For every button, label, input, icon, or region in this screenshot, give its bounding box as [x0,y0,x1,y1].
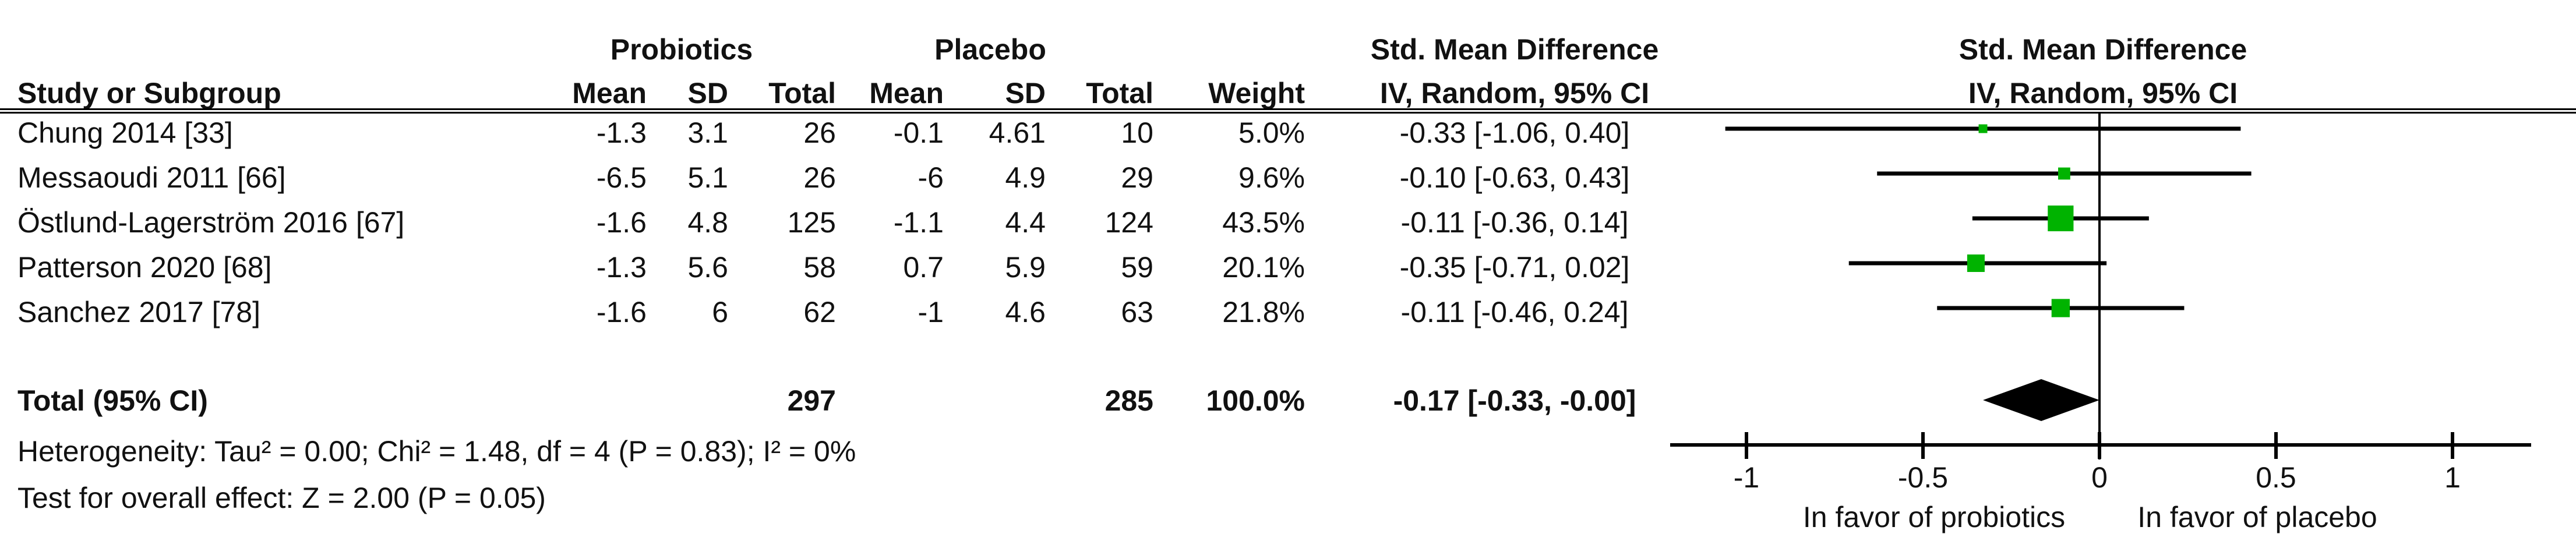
header-divider [0,108,2576,114]
col-header-sd-probiotics: SD [687,77,728,109]
mean-placebo: -1 [918,296,944,328]
heterogeneity-stats: Heterogeneity: Tau² = 0.00; Chi² = 1.48,… [17,435,856,468]
total-probiotics: 26 [803,161,836,194]
x-tick-label: -1 [1733,461,1760,494]
weight-value: 20.1% [1222,251,1305,284]
sd-placebo: 5.9 [1005,251,1046,284]
weight-value: 9.6% [1238,161,1305,194]
ci-text: -0.33 [-1.06, 0.40] [1399,116,1630,149]
x-tick-label: 1 [2444,461,2461,494]
sd-probiotics: 3.1 [687,116,728,149]
total-row-label: Total (95% CI) [17,384,208,417]
favors-placebo-label: In favor of placebo [2137,501,2377,533]
sd-probiotics: 5.1 [687,161,728,194]
group-header-probiotics: Probiotics [610,33,753,66]
study-label: Chung 2014 [33] [17,116,233,149]
total-probiotics: 62 [803,296,836,328]
mean-probiotics: -6.5 [596,161,647,194]
sd-placebo: 4.6 [1005,296,1046,328]
col-header-total-placebo: Total [1086,77,1153,109]
weight-value: 5.0% [1238,116,1305,149]
x-tick-label: 0 [2091,461,2108,494]
total-placebo: 10 [1121,116,1153,149]
total-probiotics: 58 [803,251,836,284]
sd-probiotics: 5.6 [687,251,728,284]
col-header-weight: Weight [1208,77,1305,109]
col-header-sd-placebo: SD [1005,77,1046,109]
ci-text: -0.10 [-0.63, 0.43] [1399,161,1630,194]
total-placebo: 124 [1104,206,1153,239]
total-placebo: 59 [1121,251,1153,284]
mean-placebo: 0.7 [903,251,944,284]
group-header-placebo: Placebo [934,33,1046,66]
col-header-study: Study or Subgroup [17,77,281,109]
sd-placebo: 4.4 [1005,206,1046,239]
study-label: Patterson 2020 [68] [17,251,272,284]
total-placebo: 29 [1121,161,1153,194]
sd-probiotics: 4.8 [687,206,728,239]
total-weight: 100.0% [1206,384,1305,417]
weight-value: 21.8% [1222,296,1305,328]
ci-text: -0.11 [-0.46, 0.24] [1400,296,1629,328]
x-tick-label: 0.5 [2256,461,2296,494]
col-header-ci-table: IV, Random, 95% CI [1379,77,1650,109]
ci-text: -0.11 [-0.36, 0.14] [1400,206,1629,239]
sd-placebo: 4.61 [989,116,1046,149]
mean-probiotics: -1.3 [596,251,647,284]
col-header-mean-probiotics: Mean [572,77,647,109]
total-placebo: 63 [1121,296,1153,328]
total-probiotics: 125 [787,206,836,239]
mean-probiotics: -1.6 [596,296,647,328]
col-header-ci-plot: IV, Random, 95% CI [1968,77,2238,109]
sd-placebo: 4.9 [1005,161,1046,194]
ci-text: -0.35 [-0.71, 0.02] [1399,251,1630,284]
effect-header-table: Std. Mean Difference [1370,33,1659,66]
total-probiotics-sum: 297 [787,384,836,417]
study-label: Messaoudi 2011 [66] [17,161,286,194]
sd-probiotics: 6 [712,296,728,328]
mean-probiotics: -1.3 [596,116,647,149]
mean-placebo: -1.1 [893,206,944,239]
weight-value: 43.5% [1222,206,1305,239]
study-label: Sanchez 2017 [78] [17,296,260,328]
total-ci-text: -0.17 [-0.33, -0.00] [1393,384,1636,417]
effect-header-plot: Std. Mean Difference [1959,33,2247,66]
mean-placebo: -0.1 [893,116,944,149]
col-header-total-probiotics: Total [768,77,836,109]
overall-effect-stats: Test for overall effect: Z = 2.00 (P = 0… [17,482,546,514]
favors-probiotics-label: In favor of probiotics [1802,501,2066,533]
study-label: Östlund-Lagerström 2016 [67] [17,206,405,239]
mean-probiotics: -1.6 [596,206,647,239]
total-placebo-sum: 285 [1104,384,1153,417]
col-header-mean-placebo: Mean [869,77,944,109]
mean-placebo: -6 [918,161,944,194]
x-tick-label: -0.5 [1897,461,1949,494]
total-probiotics: 26 [803,116,836,149]
